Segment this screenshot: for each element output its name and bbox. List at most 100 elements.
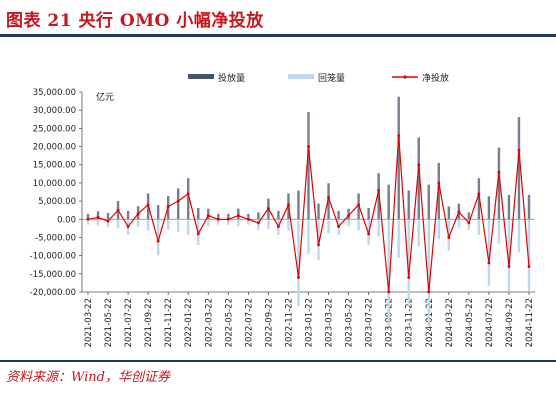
- net-point: [297, 276, 300, 279]
- injection-bar: [397, 96, 400, 220]
- injection-bar: [297, 190, 300, 220]
- title-divider: [0, 34, 556, 37]
- injection-bar: [237, 208, 240, 220]
- net-point: [357, 203, 361, 207]
- x-tick-label: 2024-11-22: [525, 298, 535, 347]
- x-tick-label: 2022-09-22: [264, 298, 274, 347]
- injection-bar: [126, 210, 130, 220]
- withdrawal-bar: [487, 219, 491, 286]
- net-point: [487, 261, 491, 265]
- net-point: [467, 221, 471, 225]
- net-point: [226, 217, 230, 221]
- injection-bar: [307, 112, 310, 220]
- injection-bar: [487, 196, 491, 220]
- net-point: [267, 206, 270, 210]
- net-point: [256, 221, 260, 225]
- withdrawal-bar: [347, 219, 350, 227]
- y-tick-label: 35,000.00: [33, 88, 76, 98]
- y-tick-label: -5,000.00: [35, 233, 76, 243]
- net-point: [367, 232, 371, 236]
- y-tick-label: 25,000.00: [33, 124, 76, 134]
- footer-divider: [0, 360, 556, 362]
- x-tick-label: 2021-05-22: [104, 298, 114, 347]
- injection-bar: [207, 208, 210, 220]
- withdrawal-bar: [307, 219, 310, 254]
- withdrawal-bar: [106, 219, 110, 228]
- injection-bar: [96, 211, 100, 220]
- y-tick-label: 30,000.00: [33, 106, 76, 116]
- chart-area: 35,000.00 30,000.00 25,000.00 20,000.00 15,0…: [0, 60, 556, 360]
- injection-bar: [317, 203, 320, 220]
- withdrawal-bar: [357, 219, 360, 231]
- net-point: [96, 216, 100, 219]
- injection-bar: [497, 147, 501, 220]
- injection-bar: [377, 173, 380, 220]
- injection-bar: [247, 213, 250, 220]
- x-tick-label: 2021-09-22: [144, 298, 154, 347]
- net-point: [287, 203, 290, 207]
- net-point: [507, 265, 511, 268]
- net-point: [337, 225, 340, 228]
- net-point: [236, 214, 240, 218]
- legend-swatch: [188, 74, 214, 79]
- injection-bar: [227, 213, 230, 220]
- withdrawal-bar: [187, 219, 190, 235]
- omo-chart: 35,000.00 30,000.00 25,000.00 20,000.00 15,0…: [30, 72, 535, 347]
- net-point: [216, 217, 220, 221]
- withdrawal-bar: [217, 219, 220, 225]
- net-point: [277, 225, 280, 228]
- y-tick-label: 0.00: [57, 215, 76, 225]
- net-point: [176, 199, 180, 203]
- net-point: [186, 192, 190, 196]
- injection-bar: [277, 210, 280, 220]
- x-tick-label: 2021-03-22: [84, 298, 94, 347]
- withdrawal-bar: [96, 219, 100, 226]
- net-point: [397, 134, 401, 138]
- injection-bar: [527, 194, 531, 220]
- withdrawal-bar: [227, 219, 230, 225]
- net-point: [417, 163, 421, 167]
- withdrawal-bar: [377, 219, 380, 237]
- withdrawal-bar: [267, 219, 270, 230]
- legend-label: 投放量: [218, 72, 245, 84]
- x-tick-label: 2023-05-22: [345, 298, 355, 347]
- withdrawal-bar: [116, 219, 120, 229]
- injection-bar: [477, 178, 481, 220]
- injection-bar: [327, 183, 330, 220]
- withdrawal-bar: [207, 219, 210, 227]
- net-point: [517, 148, 521, 152]
- injection-bar: [517, 117, 521, 220]
- withdrawal-bar: [457, 219, 461, 228]
- injection-bar: [187, 178, 190, 220]
- legend-swatch: [288, 74, 314, 79]
- y-tick-label: 15,000.00: [33, 161, 76, 171]
- injection-bar: [507, 194, 511, 220]
- injection-bar: [407, 190, 410, 220]
- x-tick-label: 2021-11-22: [164, 298, 174, 347]
- source-note: 资料来源：Wind，华创证券: [6, 370, 170, 385]
- net-point: [427, 290, 431, 294]
- withdrawal-bar: [407, 219, 410, 307]
- injection-bar: [257, 212, 260, 220]
- net-point: [497, 170, 501, 174]
- net-point: [146, 203, 150, 207]
- injection-bar: [437, 162, 440, 220]
- injection-bar: [217, 213, 220, 220]
- net-point: [106, 219, 110, 223]
- net-point: [317, 243, 320, 247]
- x-tick-label: 2023-03-22: [325, 298, 335, 347]
- x-tick-label: 2022-01-22: [184, 298, 194, 347]
- x-tick-label: 2022-03-22: [204, 298, 214, 347]
- net-point: [347, 214, 350, 218]
- title-bar: 图表 21 央行 OMO 小幅净投放: [0, 0, 556, 38]
- injection-bar: [177, 188, 180, 220]
- net-point: [457, 210, 461, 214]
- injection-bar: [197, 208, 200, 220]
- injection-bar: [86, 213, 90, 220]
- injection-bar: [467, 212, 471, 220]
- injection-bar: [367, 208, 370, 220]
- injection-bar: [447, 206, 451, 220]
- withdrawal-bar: [387, 219, 390, 327]
- x-tick-label: 2024-09-22: [505, 298, 515, 347]
- injection-bar: [106, 213, 110, 220]
